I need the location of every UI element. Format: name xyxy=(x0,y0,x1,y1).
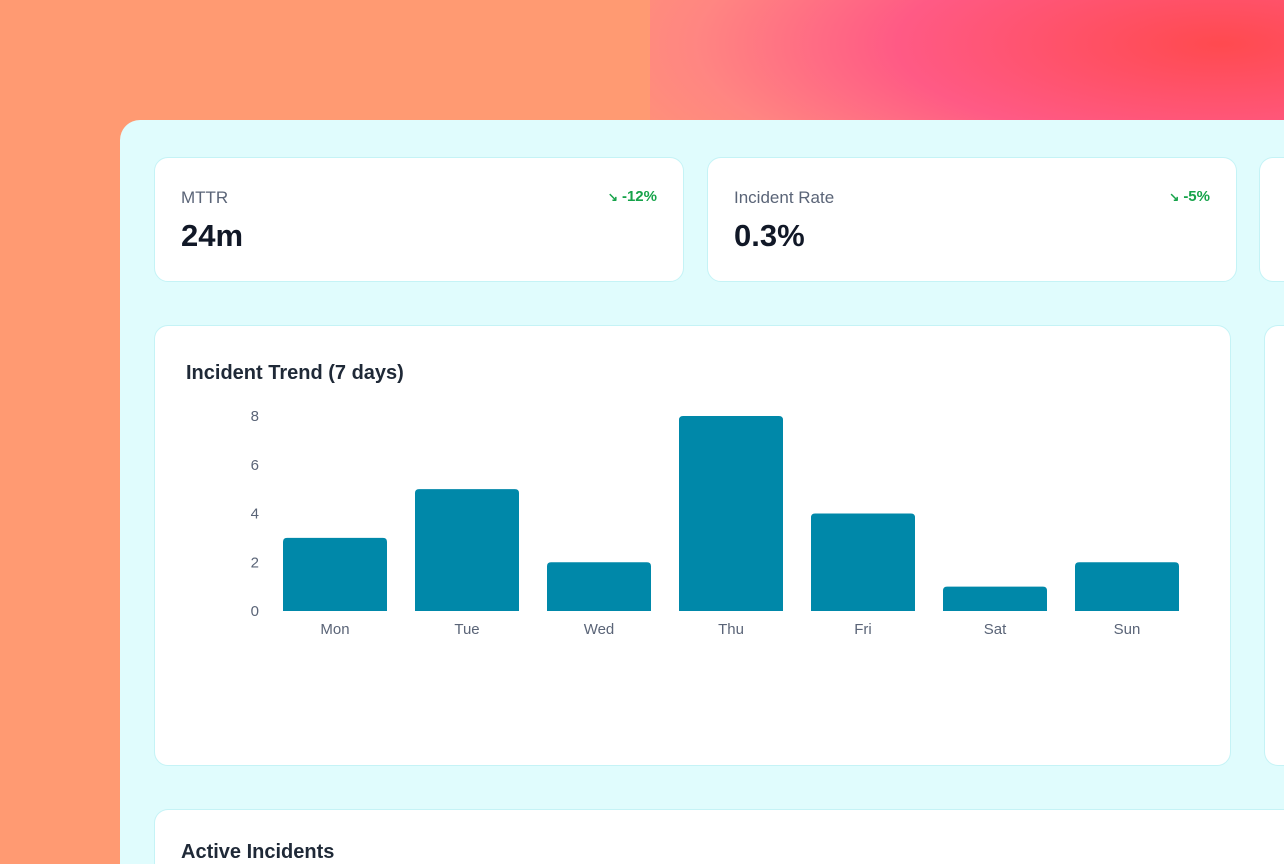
card-title: Incident Trend (7 days) xyxy=(186,362,404,384)
kpi-delta-value: -5% xyxy=(1183,188,1210,205)
kpi-value: 0.3% xyxy=(734,218,805,253)
y-tick-label: 4 xyxy=(251,506,259,523)
kpi-card-mttr: MTTR 24m ↘ -12% xyxy=(154,157,684,282)
x-tick-label: Fri xyxy=(854,621,872,638)
trending-down-icon: ↘ xyxy=(607,190,618,204)
bar-tue xyxy=(415,489,519,611)
bar-sat xyxy=(943,586,1047,611)
kpi-value: 24m xyxy=(181,218,244,253)
bar-thu xyxy=(679,416,783,611)
x-tick-label: Thu xyxy=(718,621,744,638)
x-tick-label: Sat xyxy=(984,621,1007,638)
kpi-label: Incident Rate xyxy=(734,188,835,207)
incident-trend-chart: 0 2 4 6 8 Mon Tue Wed Thu Fri Sat Sun xyxy=(251,408,1179,638)
bar-mon xyxy=(283,537,387,611)
y-tick-label: 2 xyxy=(251,554,259,571)
y-tick-label: 8 xyxy=(251,408,259,425)
kpi-card-incident-rate: Incident Rate 0.3% ↘ -5% xyxy=(707,157,1237,282)
y-tick-label: 6 xyxy=(251,457,259,474)
kpi-card-partial xyxy=(1259,157,1284,282)
trending-down-icon: ↘ xyxy=(1169,190,1180,204)
kpi-delta: ↘ -5% xyxy=(1169,188,1210,205)
bar-sun xyxy=(1075,562,1179,611)
y-tick-label: 0 xyxy=(251,603,259,620)
incident-trend-card: Incident Trend (7 days) 0 2 4 6 8 Mon Tue Wed Th… xyxy=(154,325,1231,766)
side-card-partial xyxy=(1264,325,1284,766)
x-tick-label: Wed xyxy=(584,621,615,638)
active-incidents-card: Active Incidents xyxy=(154,809,1284,864)
bar-fri xyxy=(811,513,915,611)
card-title: Active Incidents xyxy=(181,841,335,863)
bar-wed xyxy=(547,562,651,611)
kpi-delta: ↘ -12% xyxy=(608,188,657,205)
x-tick-label: Tue xyxy=(454,621,479,638)
kpi-label: MTTR xyxy=(181,188,229,207)
x-tick-label: Sun xyxy=(1114,621,1141,638)
x-tick-label: Mon xyxy=(320,621,349,638)
kpi-delta-value: -12% xyxy=(621,188,657,205)
